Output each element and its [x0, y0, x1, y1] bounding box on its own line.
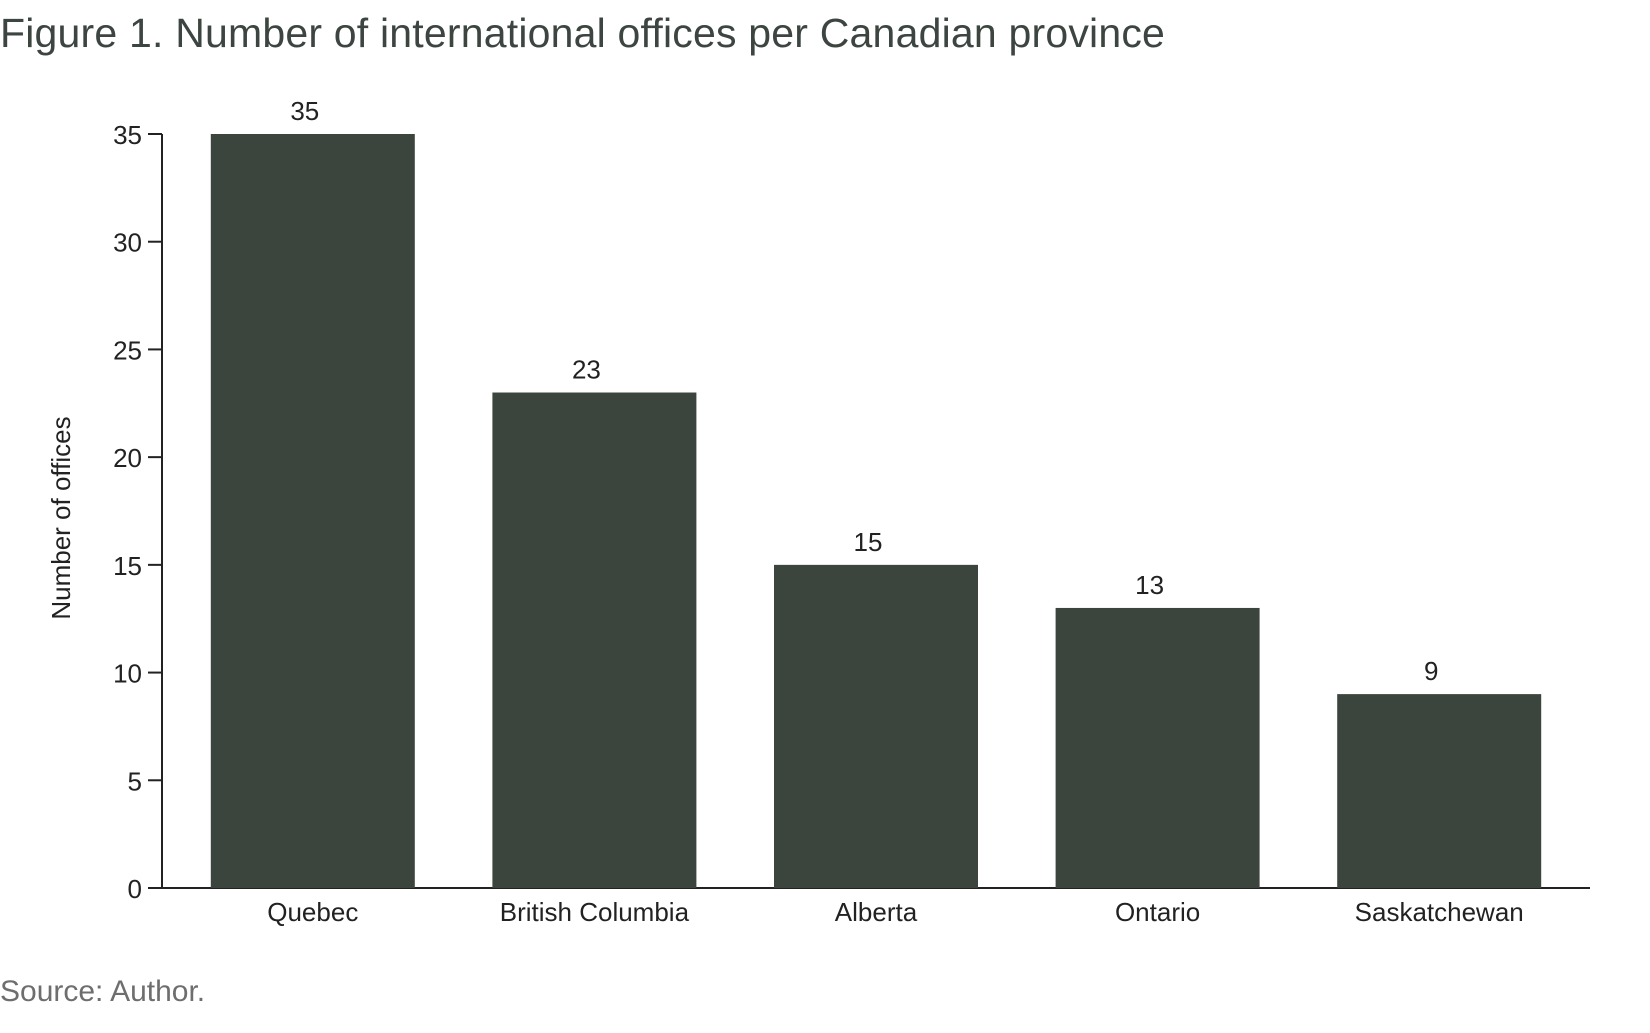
x-tick-label: British Columbia [500, 897, 690, 927]
data-labels: 35 23 15 13 9 [290, 96, 1438, 686]
bar-alberta [774, 564, 978, 888]
chart-title: Figure 1. Number of international office… [0, 10, 1166, 56]
data-label: 9 [1424, 656, 1438, 686]
x-tick-label: Alberta [835, 897, 918, 927]
bar-quebec [210, 134, 415, 888]
bar-ontario [1055, 607, 1260, 888]
y-tick-label: 20 [113, 443, 142, 473]
y-tick-label: 10 [113, 659, 142, 689]
x-tick-label: Saskatchewan [1355, 897, 1524, 927]
x-tick-label: Quebec [267, 897, 358, 927]
y-tick-label: 15 [113, 551, 142, 581]
y-tick-label: 35 [113, 120, 142, 150]
data-label: 23 [572, 355, 601, 385]
y-tick-label: 0 [128, 874, 142, 904]
source-note: Source: Author. [0, 975, 206, 1008]
x-tick-label: Ontario [1115, 897, 1200, 927]
y-axis: 0 5 10 15 20 25 30 35 [113, 120, 163, 904]
data-label: 15 [854, 527, 883, 557]
y-axis-title: Number of offices [46, 416, 76, 619]
bars [210, 134, 1542, 888]
bar-british-columbia [492, 392, 697, 888]
data-label: 35 [290, 96, 319, 126]
y-tick-label: 30 [113, 228, 142, 258]
y-tick-label: 5 [128, 766, 142, 796]
x-axis: Quebec British Columbia Alberta Ontario Sask… [162, 887, 1590, 927]
data-label: 13 [1135, 570, 1164, 600]
bar-saskatchewan [1337, 694, 1542, 888]
bar-chart: 0 5 10 15 20 25 30 35 Quebec British Columbia Alb… [46, 96, 1590, 927]
y-tick-label: 25 [113, 335, 142, 365]
